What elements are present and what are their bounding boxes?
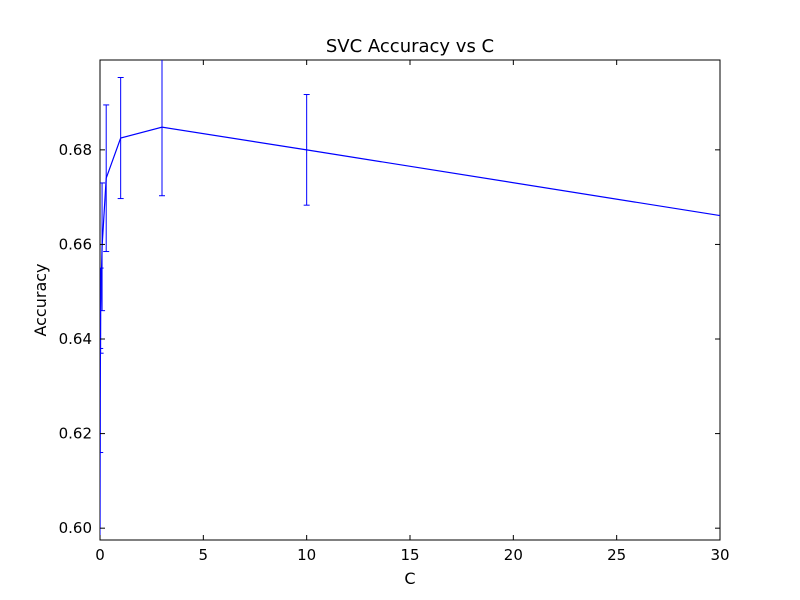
series-group [100,60,720,540]
y-tick-label: 0.66 [59,235,92,253]
series-0 [100,60,720,540]
y-tick-label: 0.62 [59,425,92,443]
series-line [100,126,720,529]
plot-area: 0 5 10 15 20 25 30 0.60 0.62 0.64 0.66 0.68 [59,59,730,564]
y-axis-ticks: 0.60 0.62 0.64 0.66 0.68 [59,141,720,537]
x-tick-label: 15 [400,546,419,564]
x-tick-label: 5 [199,546,209,564]
y-tick-label: 0.64 [59,330,92,348]
y-tick-label: 0.68 [59,141,92,159]
x-tick-label: 20 [504,546,523,564]
x-tick-label: 0 [95,546,105,564]
y-axis-label: Accuracy [31,263,50,336]
x-axis-label: C [404,569,415,588]
x-tick-label: 10 [297,546,316,564]
y-tick-label: 0.60 [59,519,92,537]
x-tick-label: 25 [607,546,626,564]
x-tick-label: 30 [710,546,729,564]
x-axis-ticks: 0 5 10 15 20 25 30 [95,60,730,564]
chart-title: SVC Accuracy vs C [326,36,494,57]
